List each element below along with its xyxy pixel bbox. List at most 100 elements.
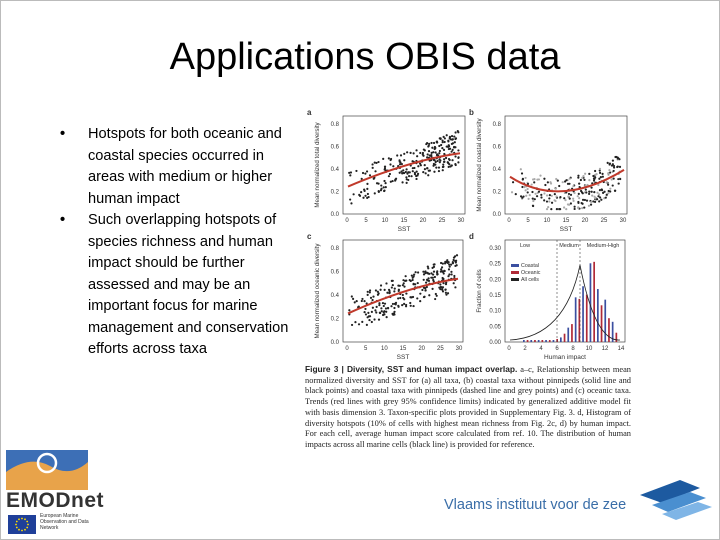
scatter-dot [391, 179, 394, 183]
scatter-dot [609, 187, 612, 190]
scatter-dot [354, 321, 357, 324]
scatter-dot [416, 271, 420, 274]
scatter-dot [451, 148, 454, 151]
scatter-dot [380, 307, 383, 310]
scatter-dot [598, 171, 602, 174]
scatter-dot [597, 193, 601, 196]
scatter-dot [436, 270, 439, 273]
scatter-dot [531, 190, 534, 194]
scatter-dot [561, 181, 564, 184]
scatter-dot [555, 177, 558, 181]
scatter-dot [413, 171, 416, 174]
scatter-dot [413, 166, 416, 170]
scatter-dot [514, 193, 517, 196]
scatter-dot [456, 129, 459, 133]
scatter-dot [375, 311, 378, 314]
scatter-dot [416, 297, 419, 300]
scatter-dot [601, 191, 605, 195]
histogram-bar [563, 333, 566, 342]
scatter-dot [440, 266, 444, 269]
scatter-dot [553, 199, 556, 202]
scatter-dot [523, 186, 526, 189]
scatter-dot [588, 190, 591, 193]
scatter-dot [612, 169, 615, 173]
scatter-dot [590, 190, 593, 193]
scatter-dot [374, 170, 377, 173]
x-tick-label: 5 [364, 218, 368, 224]
scatter-dot [424, 270, 427, 273]
scatter-dot [576, 195, 579, 198]
eu-star [21, 517, 23, 520]
scatter-dot [593, 191, 596, 194]
histogram-bar [541, 340, 544, 342]
scatter-dot [455, 254, 459, 257]
scatter-dot [454, 155, 457, 158]
y-tick-label: 0.4 [493, 167, 502, 173]
scatter-dot [403, 302, 406, 305]
scatter-dot [432, 265, 436, 268]
scatter-dot [384, 307, 388, 310]
scatter-dot [385, 282, 388, 285]
scatter-dot [387, 157, 390, 160]
scatter-dot [607, 192, 610, 195]
scatter-dot [441, 147, 444, 150]
scatter-dot [405, 181, 408, 185]
histogram-bar [537, 340, 540, 342]
scatter-dot [441, 286, 445, 289]
y-axis-label: Mean normalized oceanic diversity [314, 243, 321, 339]
trend-line [347, 277, 459, 315]
impact-level-label: Medium [559, 243, 579, 249]
scatter-dot [360, 191, 363, 194]
scatter-dot [397, 289, 400, 293]
scatter-dot [453, 145, 456, 149]
scatter-dot [402, 169, 405, 172]
scatter-dot [411, 295, 415, 299]
histogram-bar [589, 263, 592, 342]
scatter-dot [361, 297, 364, 301]
scatter-dot [539, 174, 542, 177]
x-axis-label: Human impact [544, 354, 586, 361]
scatter-dot [423, 295, 426, 298]
scatter-dot [427, 277, 430, 280]
y-tick-label: 0.8 [331, 246, 340, 252]
scatter-dot [596, 191, 599, 194]
scatter-dot [435, 294, 438, 297]
y-axis-label: Mean normalized total diversity [314, 121, 321, 207]
scatter-dot [613, 189, 617, 192]
y-tick-label: 0.00 [489, 340, 501, 346]
histogram-bar [582, 286, 584, 342]
scatter-dot [362, 196, 365, 199]
scatter-dot [548, 194, 551, 197]
histogram-bar [574, 297, 577, 342]
scatter-dot [384, 186, 387, 189]
scatter-dot [401, 284, 404, 287]
x-tick-label: 14 [618, 346, 625, 352]
y-tick-label: 0.2 [331, 317, 340, 323]
scatter-dot [385, 310, 388, 313]
scatter-dot [411, 278, 414, 282]
scatter-dot [581, 198, 585, 201]
scatter-dot [585, 191, 588, 194]
scatter-dot [584, 172, 587, 175]
scatter-dot [455, 259, 458, 262]
scatter-dot [612, 177, 615, 180]
scatter-dot [434, 160, 437, 164]
scatter-dot [446, 292, 450, 295]
scatter-dot [348, 171, 351, 174]
scatter-dot [365, 323, 368, 326]
scatter-dot [532, 199, 535, 203]
histogram-bar [571, 324, 573, 342]
scatter-dot [592, 200, 595, 203]
scatter-dot [419, 300, 422, 303]
trend-line [347, 152, 461, 188]
histogram-bar [530, 340, 533, 342]
scatter-dot [566, 182, 570, 185]
eu-star [21, 529, 23, 532]
histogram-bar [615, 332, 618, 342]
scatter-dot [559, 208, 562, 211]
scatter-dot [525, 194, 528, 197]
scatter-dot [454, 131, 457, 134]
scatter-dot [353, 301, 356, 304]
scatter-dot [383, 302, 387, 305]
scatter-dot [383, 165, 387, 168]
